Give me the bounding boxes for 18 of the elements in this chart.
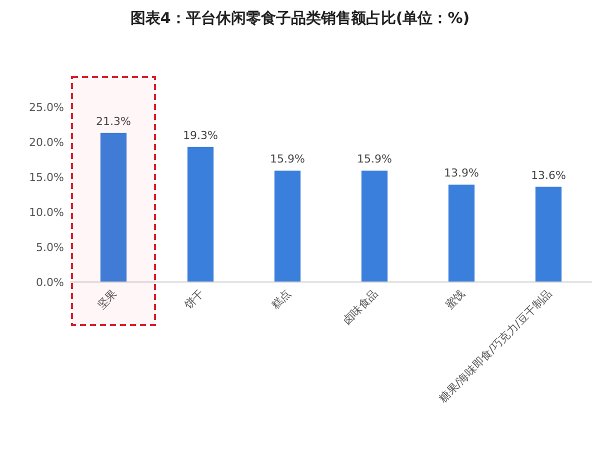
x-tick-label: 蜜饯 (442, 286, 468, 312)
y-tick-label: 10.0% (29, 206, 64, 219)
data-label: 13.6% (531, 168, 566, 182)
data-label: 15.9% (357, 152, 392, 166)
data-label: 21.3% (96, 114, 131, 128)
y-tick-label: 5.0% (36, 241, 64, 254)
chart-title: 图表4：平台休闲零食子品类销售额占比(单位：%) (130, 9, 470, 27)
x-tick-label: 饼干 (181, 286, 207, 312)
x-tick-label: 糕点 (268, 286, 294, 312)
y-tick-label: 20.0% (29, 136, 64, 149)
y-tick-label: 15.0% (29, 171, 64, 184)
y-tick-label: 0.0% (36, 276, 64, 289)
x-tick-label: 坚果 (94, 286, 120, 312)
x-tick-label: 卤味食品 (340, 286, 381, 328)
data-label: 13.9% (444, 166, 479, 180)
y-tick-label: 25.0% (29, 101, 64, 114)
data-label: 15.9% (270, 152, 305, 166)
data-label: 19.3% (183, 128, 218, 142)
